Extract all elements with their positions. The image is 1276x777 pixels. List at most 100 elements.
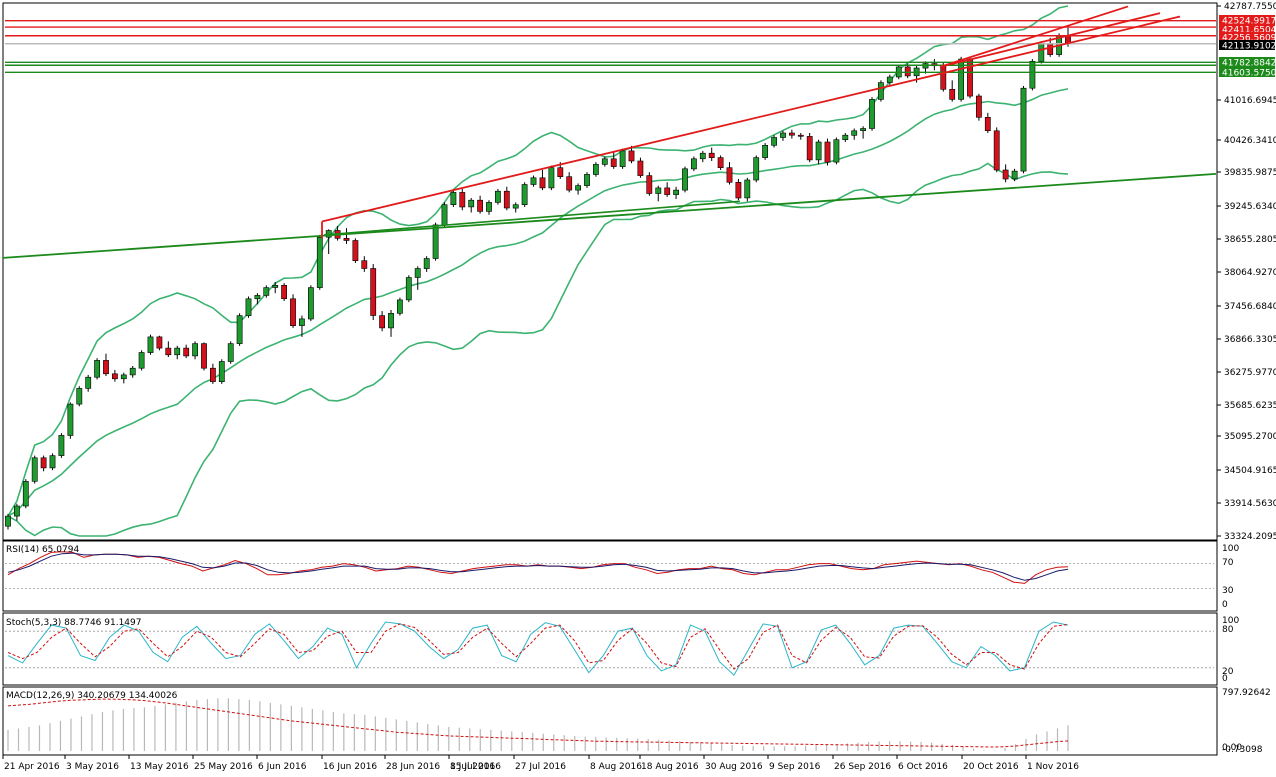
level-tag-box xyxy=(1219,32,1275,42)
date-axis-label: 8 Aug 2016 xyxy=(590,762,642,772)
level-tag-box xyxy=(1219,24,1275,34)
candle-body xyxy=(120,374,127,380)
candle-body xyxy=(690,158,697,170)
level-tag-box xyxy=(1219,40,1275,50)
candle-body xyxy=(762,145,768,158)
price-scale-label: 34504.9165 xyxy=(1224,466,1276,476)
candle-body xyxy=(281,284,287,299)
macd-scale-label: 797.92642 xyxy=(1222,688,1271,698)
candle-body xyxy=(886,76,893,83)
candle-body xyxy=(664,187,671,195)
date-axis-label: 9 Sep 2016 xyxy=(769,762,821,772)
macd-label: MACD(12,26,9) 340.20679 134.40026 xyxy=(6,691,178,701)
candle-body xyxy=(1011,170,1018,180)
price-scale-label: 36275.9770 xyxy=(1224,368,1276,378)
support-trendline xyxy=(2,172,1217,259)
trendlines xyxy=(2,5,1217,259)
candle-body xyxy=(584,174,590,186)
candle-body xyxy=(307,287,314,320)
candle-body xyxy=(771,137,777,146)
candle-body xyxy=(592,164,599,175)
candle-body xyxy=(851,130,858,136)
stoch-panel-frame xyxy=(2,612,1218,686)
level-tag-label: 42256.5609 xyxy=(1222,34,1276,44)
stoch-scale-label: 20 xyxy=(1222,667,1234,677)
candle-body xyxy=(405,277,412,301)
candle-body xyxy=(58,435,65,456)
candle-body xyxy=(708,152,715,158)
date-axis-label: 15 Jul 2016 xyxy=(450,762,501,772)
candle-body xyxy=(388,312,394,329)
candle-body xyxy=(468,199,475,208)
price-scale-label: 35685.6235 xyxy=(1224,401,1276,411)
rsi-scale-label: 30 xyxy=(1222,586,1234,596)
candle-body xyxy=(1020,87,1027,172)
level-tag-box xyxy=(1219,67,1275,77)
date-axis-label: 26 Sep 2016 xyxy=(834,762,891,772)
candle-body xyxy=(254,295,261,300)
candle-body xyxy=(780,132,786,138)
date-axis-label: 3 May 2016 xyxy=(66,762,119,772)
candle-body xyxy=(512,204,519,209)
level-tag-label: 42411.6504 xyxy=(1222,26,1276,36)
candle-body xyxy=(717,157,724,169)
candle-body xyxy=(94,360,100,378)
price-scale-label: 41016.6945 xyxy=(1224,96,1276,106)
candle-body xyxy=(610,158,617,167)
candle-body xyxy=(49,455,56,469)
stoch-plot xyxy=(5,621,1214,676)
candle-body xyxy=(673,189,679,195)
candle-body xyxy=(31,457,38,482)
candle-body xyxy=(646,175,653,194)
candle-body xyxy=(22,481,29,507)
candle-body xyxy=(735,182,742,199)
candle-body xyxy=(459,192,466,208)
candle-body xyxy=(441,204,448,226)
candle-body xyxy=(984,117,991,132)
stoch-scale-label: 80 xyxy=(1222,625,1234,635)
candle-body xyxy=(316,236,323,288)
candle-body xyxy=(1002,169,1009,180)
candle-body xyxy=(192,343,198,357)
candle-body xyxy=(370,268,377,316)
rsi-label: RSI(14) 65.0794 xyxy=(6,545,79,555)
candle-body xyxy=(494,190,501,203)
candle-body xyxy=(904,66,911,77)
price-scale-label: 33914.5630 xyxy=(1224,499,1276,509)
candle-body xyxy=(1047,43,1054,55)
candle-body xyxy=(263,287,270,296)
candle-body xyxy=(744,179,751,199)
stoch-label: Stoch(5,3,3) 88.7746 91.1497 xyxy=(6,618,141,628)
candle-body xyxy=(227,343,234,362)
price-scale-label: 38064.9270 xyxy=(1224,268,1276,278)
candle-body xyxy=(174,347,181,356)
rsi-plot xyxy=(5,551,1214,589)
candle-body xyxy=(218,361,225,383)
candle-body xyxy=(877,82,884,100)
candle-body xyxy=(993,130,1000,171)
price-plot-area xyxy=(5,5,1071,537)
candle-body xyxy=(699,152,706,160)
rsi-scale-label: 100 xyxy=(1222,544,1239,554)
candle-body xyxy=(236,315,243,344)
candle-body xyxy=(298,318,305,326)
date-axis-label: 18 Aug 2016 xyxy=(641,762,699,772)
candle-body xyxy=(210,367,216,382)
candle-body xyxy=(958,58,964,100)
resistance-trendline xyxy=(321,15,1181,223)
candle-body xyxy=(824,141,831,163)
candle-body xyxy=(40,457,47,469)
candle-body xyxy=(85,376,92,389)
candle-body xyxy=(147,336,154,353)
candle-body xyxy=(183,347,190,357)
candle-body xyxy=(860,128,866,132)
stoch-main-line xyxy=(7,621,1069,676)
date-axis-label: 6 Jun 2016 xyxy=(258,762,307,772)
candle-body xyxy=(726,167,733,183)
candle-body xyxy=(156,336,163,349)
candle-body xyxy=(949,89,956,100)
date-axis-label: 1 Nov 2016 xyxy=(1027,762,1079,772)
level-tag-label: 42113.9102 xyxy=(1222,42,1276,52)
